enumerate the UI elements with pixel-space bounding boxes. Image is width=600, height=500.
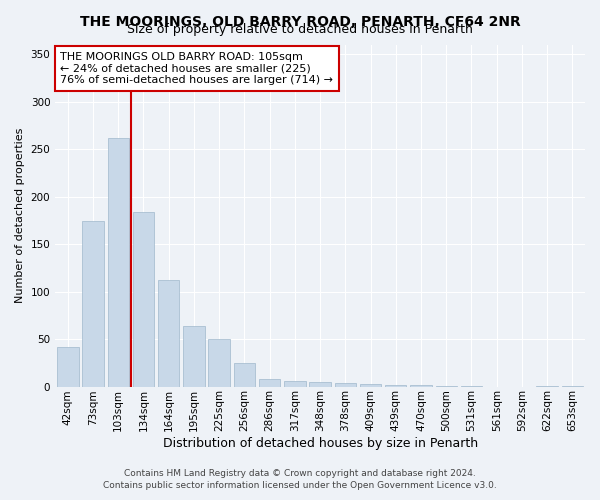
Bar (82, 220, 104, 386)
Y-axis label: Number of detached properties: Number of detached properties (15, 128, 25, 304)
Bar (284, 381, 305, 386)
Text: Size of property relative to detached houses in Penarth: Size of property relative to detached ho… (127, 22, 473, 36)
Bar (57, 346, 79, 387)
Bar (385, 384, 406, 386)
Bar (158, 280, 179, 386)
Text: THE MOORINGS, OLD BARRY ROAD, PENARTH, CF64 2NR: THE MOORINGS, OLD BARRY ROAD, PENARTH, C… (80, 15, 520, 29)
Bar (183, 326, 205, 386)
Text: Contains HM Land Registry data © Crown copyright and database right 2024.
Contai: Contains HM Land Registry data © Crown c… (103, 468, 497, 490)
Bar (410, 384, 432, 386)
Bar (259, 379, 280, 386)
Text: THE MOORINGS OLD BARRY ROAD: 105sqm
← 24% of detached houses are smaller (225)
7: THE MOORINGS OLD BARRY ROAD: 105sqm ← 24… (61, 52, 334, 85)
Bar (233, 363, 255, 386)
Bar (310, 382, 331, 386)
Bar (107, 138, 129, 386)
Bar (208, 339, 230, 386)
Bar (335, 382, 356, 386)
X-axis label: Distribution of detached houses by size in Penarth: Distribution of detached houses by size … (163, 437, 478, 450)
Bar (360, 384, 381, 386)
Bar (133, 212, 154, 386)
